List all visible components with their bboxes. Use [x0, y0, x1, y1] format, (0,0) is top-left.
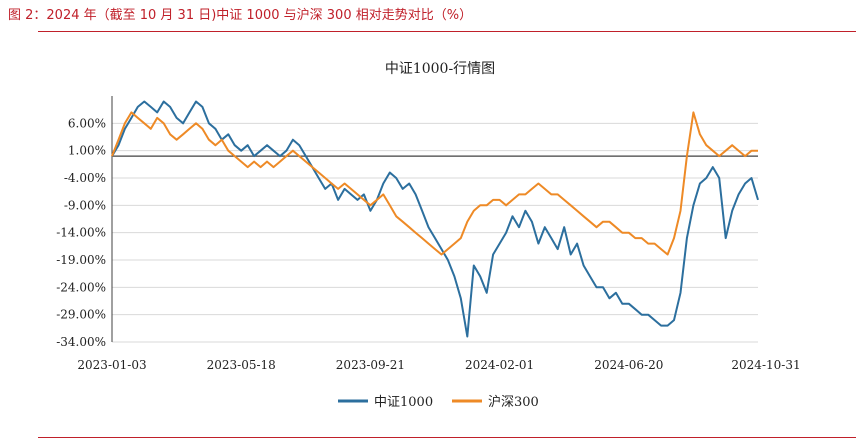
- chart-series: [111, 100, 759, 338]
- x-tick-label: 2024-06-20: [594, 358, 663, 372]
- y-tick-label: 1.00%: [68, 144, 106, 158]
- figure-caption: 图 2：2024 年（截至 10 月 31 日)中证 1000 与沪深 300 …: [8, 8, 473, 23]
- bottom-divider: [38, 437, 856, 438]
- y-axis-ticks: 6.00% 1.00% -4.00% -9.00% -14.00% -19.00% -24.…: [56, 116, 106, 349]
- y-tick-label: -34.00%: [56, 335, 106, 349]
- x-tick-label: 2023-09-21: [336, 358, 405, 372]
- legend-label: 中证1000: [374, 395, 433, 410]
- series-line-csi1000: [111, 100, 759, 338]
- top-divider: [38, 31, 856, 32]
- x-axis-ticks: 2023-01-03 2023-05-18 2023-09-21 2024-02-01…: [77, 358, 800, 372]
- x-tick-label: 2023-05-18: [207, 358, 276, 372]
- chart-title: 中证1000-行情图: [385, 61, 495, 77]
- chart-grid: [111, 96, 758, 343]
- y-tick-label: -19.00%: [56, 253, 106, 267]
- x-tick-label: 2024-10-31: [731, 358, 800, 372]
- y-tick-label: -14.00%: [56, 226, 106, 240]
- y-tick-label: -9.00%: [64, 198, 106, 212]
- chart-legend: 中证1000 沪深300: [338, 394, 539, 410]
- y-tick-label: -29.00%: [56, 308, 106, 322]
- x-tick-label: 2024-02-01: [465, 358, 534, 372]
- series-line-csi300: [111, 111, 758, 256]
- y-tick-label: 6.00%: [68, 116, 106, 130]
- y-tick-label: -4.00%: [64, 171, 106, 185]
- y-tick-label: -24.00%: [56, 280, 106, 294]
- x-tick-label: 2023-01-03: [77, 358, 146, 372]
- legend-label: 沪深300: [488, 394, 539, 410]
